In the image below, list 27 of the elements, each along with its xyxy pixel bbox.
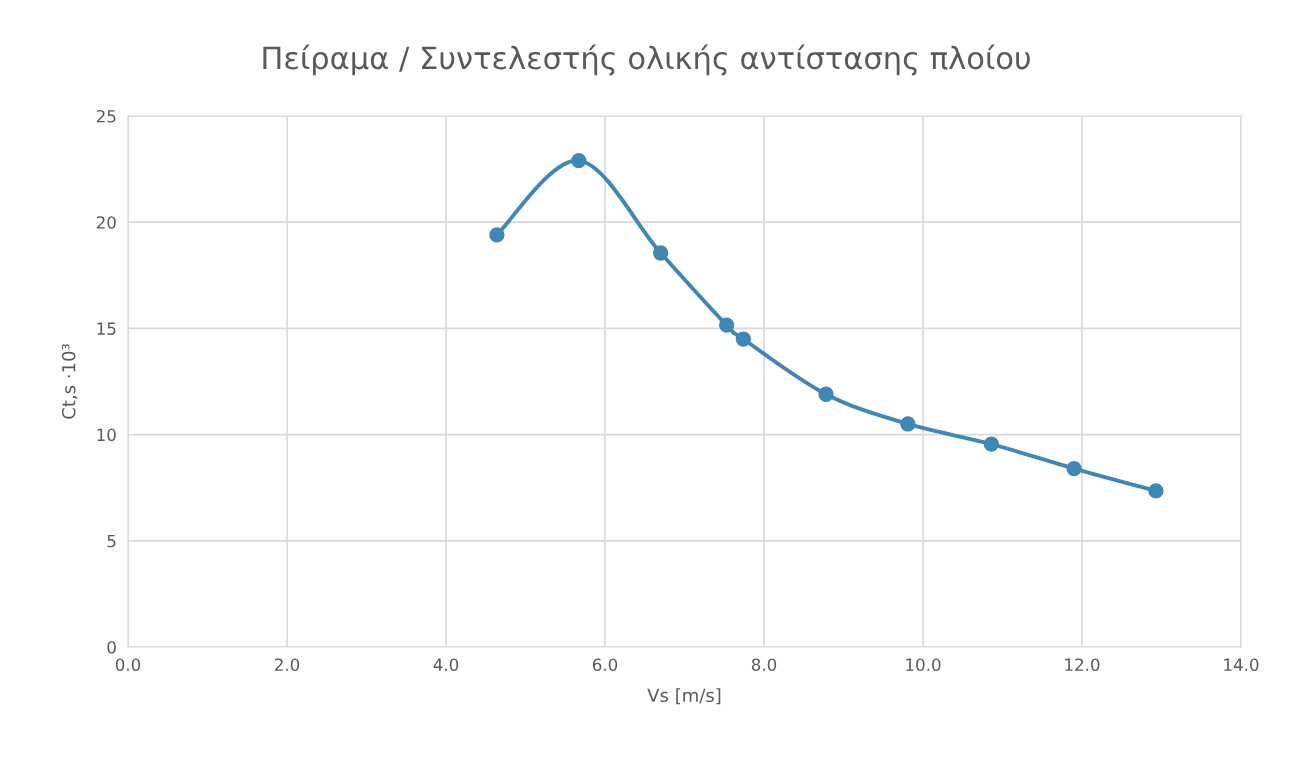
x-tick-label: 2.0 [274,658,300,672]
point [900,416,916,432]
point [983,436,1000,452]
chart-title: Πείραμα / Συντελεστής ολικής αντίστασης πλοίου [263,44,1030,76]
point [489,227,505,243]
x-tick-label: 8.0 [751,658,777,672]
point [718,317,735,333]
y-tick-label: 0 [107,640,116,654]
point [735,331,751,347]
x-tick-label: 4.0 [433,658,459,672]
point [1066,460,1082,477]
y-tick-label: 20 [96,216,116,229]
point [653,245,669,261]
x-tick-label: 10.0 [906,658,941,672]
y-axis-title: Ct,s ·10³ [61,344,78,419]
x-tick-label: 14.0 [1224,658,1259,672]
point [1148,483,1164,499]
x-tick-label: 0.0 [115,658,141,672]
y-tick-label: 5 [107,534,116,548]
x-tick-label: 6.0 [592,658,618,672]
y-tick-label: 10 [97,428,116,442]
y-tick-label: 25 [96,109,116,123]
x-tick-label: 12.0 [1065,658,1100,672]
x-axis-title: Vs [m/s] [647,688,721,705]
y-tick-label: 15 [97,322,116,335]
point [818,386,834,402]
point [571,152,587,169]
